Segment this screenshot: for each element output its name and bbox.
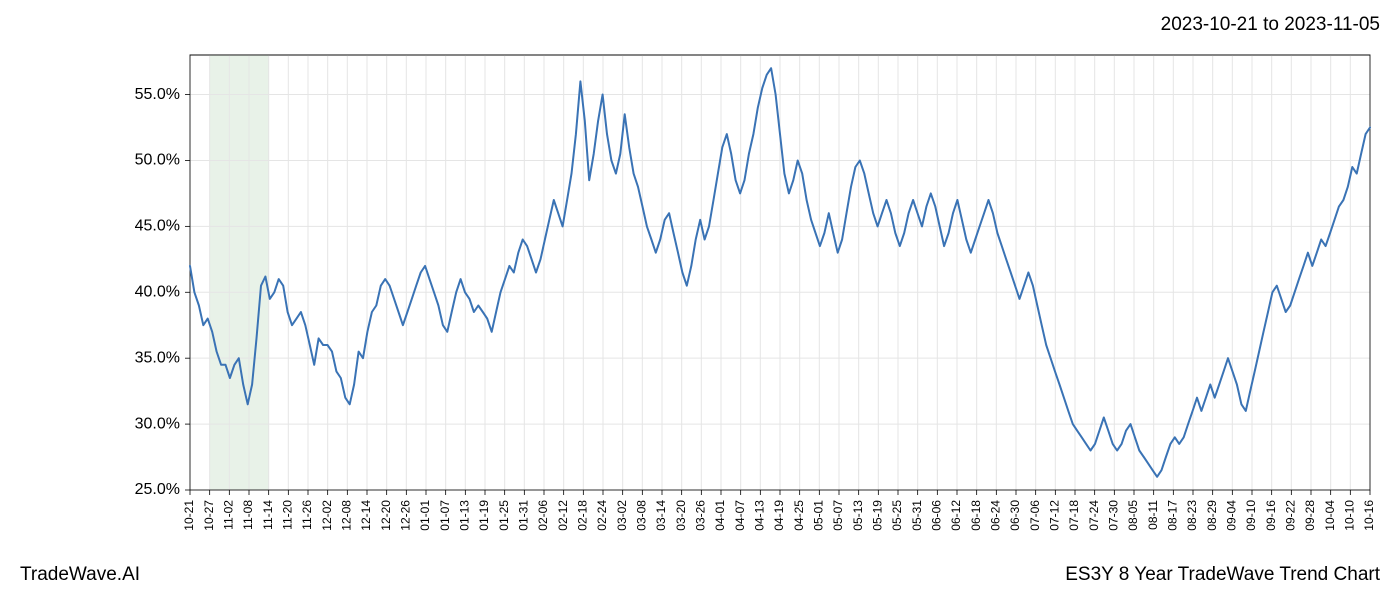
svg-text:01-07: 01-07 [438,500,452,531]
svg-text:01-19: 01-19 [477,500,491,531]
svg-text:50.0%: 50.0% [135,152,180,169]
svg-text:06-12: 06-12 [949,500,963,531]
svg-text:05-31: 05-31 [910,500,924,531]
svg-text:08-11: 08-11 [1146,500,1160,530]
svg-text:06-06: 06-06 [930,500,944,531]
svg-text:35.0%: 35.0% [135,349,180,366]
svg-text:03-26: 03-26 [694,500,708,531]
svg-text:11-14: 11-14 [261,500,275,530]
svg-text:10-16: 10-16 [1362,500,1376,531]
svg-text:04-13: 04-13 [753,500,767,531]
svg-text:08-29: 08-29 [1205,500,1219,531]
svg-text:07-12: 07-12 [1048,500,1062,531]
svg-text:12-20: 12-20 [379,500,393,531]
svg-text:01-01: 01-01 [418,500,432,531]
svg-text:05-01: 05-01 [812,500,826,531]
svg-text:04-19: 04-19 [772,500,786,531]
svg-text:07-18: 07-18 [1067,500,1081,531]
svg-text:25.0%: 25.0% [135,481,180,498]
svg-text:05-25: 05-25 [890,500,904,531]
svg-text:07-24: 07-24 [1087,500,1101,531]
svg-text:10-04: 10-04 [1323,500,1337,531]
svg-text:30.0%: 30.0% [135,415,180,432]
svg-text:12-02: 12-02 [320,500,334,531]
svg-text:06-18: 06-18 [969,500,983,531]
svg-text:01-13: 01-13 [458,500,472,531]
svg-text:11-08: 11-08 [241,500,255,530]
svg-text:07-30: 07-30 [1107,500,1121,531]
svg-text:06-24: 06-24 [989,500,1003,531]
svg-text:09-10: 09-10 [1244,500,1258,531]
svg-text:10-21: 10-21 [182,500,196,531]
svg-text:01-31: 01-31 [517,500,531,531]
svg-text:40.0%: 40.0% [135,283,180,300]
svg-text:03-08: 03-08 [635,500,649,531]
svg-text:12-14: 12-14 [359,500,373,531]
svg-text:09-16: 09-16 [1264,500,1278,531]
svg-text:03-20: 03-20 [674,500,688,531]
chart-area: 25.0%30.0%35.0%40.0%45.0%50.0%55.0%10-21… [120,50,1380,500]
svg-text:09-28: 09-28 [1303,500,1317,531]
svg-text:10-10: 10-10 [1343,500,1357,531]
svg-text:02-18: 02-18 [576,500,590,531]
svg-text:12-08: 12-08 [340,500,354,531]
svg-text:04-01: 04-01 [713,500,727,531]
svg-text:04-07: 04-07 [733,500,747,531]
svg-text:03-14: 03-14 [654,500,668,531]
svg-text:08-23: 08-23 [1185,500,1199,531]
svg-text:10-27: 10-27 [202,500,216,531]
svg-text:02-24: 02-24 [595,500,609,531]
svg-text:03-02: 03-02 [615,500,629,531]
svg-text:45.0%: 45.0% [135,218,180,235]
svg-text:09-22: 09-22 [1284,500,1298,531]
svg-text:55.0%: 55.0% [135,86,180,103]
svg-text:11-02: 11-02 [222,500,236,530]
trend-chart: 25.0% 30.0% 35.0% 40.0% 45.0% 50.0% 55.0% 10-21… [120,50,1380,570]
svg-text:11-26: 11-26 [300,500,314,530]
svg-text:02-06: 02-06 [536,500,550,531]
svg-text:06-30: 06-30 [1008,500,1022,531]
svg-text:09-04: 09-04 [1225,500,1239,531]
svg-text:05-13: 05-13 [851,500,865,531]
svg-text:08-17: 08-17 [1166,500,1180,531]
svg-text:05-19: 05-19 [871,500,885,531]
svg-text:12-26: 12-26 [399,500,413,531]
svg-text:05-07: 05-07 [831,500,845,531]
svg-text:01-25: 01-25 [497,500,511,531]
svg-text:11-20: 11-20 [281,500,295,530]
svg-text:07-06: 07-06 [1028,500,1042,531]
svg-text:04-25: 04-25 [792,500,806,531]
svg-text:08-05: 08-05 [1126,500,1140,531]
svg-text:02-12: 02-12 [556,500,570,531]
date-range: 2023-10-21 to 2023-11-05 [1161,14,1380,36]
